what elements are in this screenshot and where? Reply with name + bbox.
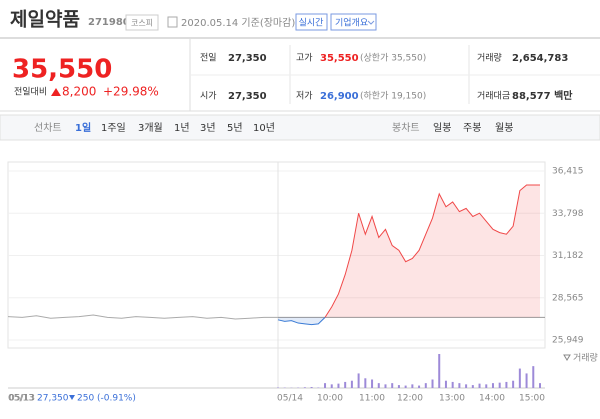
volume-bar [532,366,534,388]
volume-bar [519,369,521,388]
volume-bar [384,384,386,388]
range-tab[interactable]: 10년 [253,122,275,134]
volume-bar [364,378,366,388]
x-tick-label: 12:00 [397,394,423,404]
line-chart-label: 선차트 [34,122,62,134]
volume-bar [411,384,413,388]
range-tab[interactable]: 1년 [174,122,190,134]
footer-date: 05/13 [8,394,34,404]
volume-bar [351,381,353,388]
stock-name: 제일약품 [10,9,80,31]
quote-label: 저가 [296,91,313,102]
volume-bar [304,387,306,388]
up-icon [51,88,61,96]
volume-bar [418,386,420,388]
volume-bar [432,380,434,389]
footer-change: 250 [77,394,94,404]
volume-label: 거래량 [573,352,598,364]
range-tab[interactable]: 1주일 [101,122,126,134]
volume-bar [492,383,494,388]
candle-tab[interactable]: 일봉 [433,122,451,134]
x-tick-label: 11:00 [359,394,385,404]
x-tick-label: 14:00 [479,394,505,404]
down-icon [69,395,75,400]
volume-bar [438,354,440,388]
volume-bar [512,381,514,388]
company: 기업개요 [335,18,368,29]
quote-label: 전일 [200,53,217,64]
quote-label: 거래대금 [477,91,510,102]
volume-bar [452,382,454,388]
volume-bar [344,382,346,388]
volume-bar [405,386,407,388]
volume-bar [539,383,541,388]
y-tick-label: 28,565 [552,293,584,303]
range-tab[interactable]: 3년 [200,122,216,134]
volume-bar [458,383,460,388]
calendar-icon [168,17,177,27]
quote-note: (상한가 35,550) [360,53,426,64]
quote-label: 시가 [200,91,217,102]
footer-pct: (-0.91%) [97,394,136,404]
y-tick-label: 25,949 [552,336,584,346]
volume-bar [337,384,339,388]
price-line [8,315,278,319]
volume-bar [331,384,333,388]
change-label: 전일대비 [14,87,47,98]
range-tab[interactable]: 1일 [75,121,91,134]
up-area [278,185,540,325]
quote-grid: 전일 27,350 고가 35,550(상한가 35,550) 거래량 2,654,783… [200,52,573,103]
x-tick-label: 05/14 [277,394,303,404]
change-pct: +29.98% [103,85,159,99]
market: 코스피 [131,19,153,28]
volume-bar [526,373,528,388]
stock-code: 271980 [88,17,130,28]
x-tick-label: 13:00 [439,394,465,404]
quote-value: 27,350 [228,91,267,102]
chart: 25,949 28,565 31,182 33,798 36,415 05/13 05/14… [8,162,584,404]
volume-bar [371,380,373,389]
quote-note: (하한가 19,150) [360,91,426,102]
volume-bar [425,383,427,388]
volume-bar [472,385,474,388]
candle-tab[interactable]: 주봉 [463,122,481,134]
volume-bar [311,387,313,388]
quote-label: 거래량 [477,52,502,64]
volume-bar [465,384,467,388]
volume-bar [378,383,380,388]
volume-bar [485,384,487,388]
range-tab[interactable]: 5년 [227,122,243,134]
volume-bar [391,383,393,388]
volume-bar [358,373,360,388]
range-tab[interactable]: 3개월 [138,122,163,134]
y-tick-label: 33,798 [552,209,584,219]
date: 2020.05.14 기준(장마감) [181,17,295,29]
quote-value: 2,654,783 [512,53,568,64]
quote-value: 88,577 백만 [512,89,573,102]
change: 8,200 [62,85,96,99]
x-tick-label: 15:00 [519,394,545,404]
quote-value: 26,900 [320,91,359,102]
volume-bar [505,382,507,388]
y-tick-label: 31,182 [552,251,584,261]
candle-chart-label: 봉차트 [392,122,420,134]
volume-bar [479,384,481,388]
price: 35,550 [12,55,112,85]
x-tick-label: 10:00 [317,394,343,404]
candle-tab[interactable]: 월봉 [495,122,513,134]
y-tick-label: 36,415 [552,166,584,176]
volume-bar [445,381,447,388]
quote-value: 35,550 [320,53,359,64]
quote-value: 27,350 [228,53,267,64]
volume-bar [499,383,501,388]
volume-bar [324,383,326,388]
realtime: 실시간 [299,18,324,29]
volume-bar [398,385,400,388]
quote-label: 고가 [296,53,313,64]
volume-icon [564,355,570,360]
footer-price: 27,350 [37,394,69,404]
